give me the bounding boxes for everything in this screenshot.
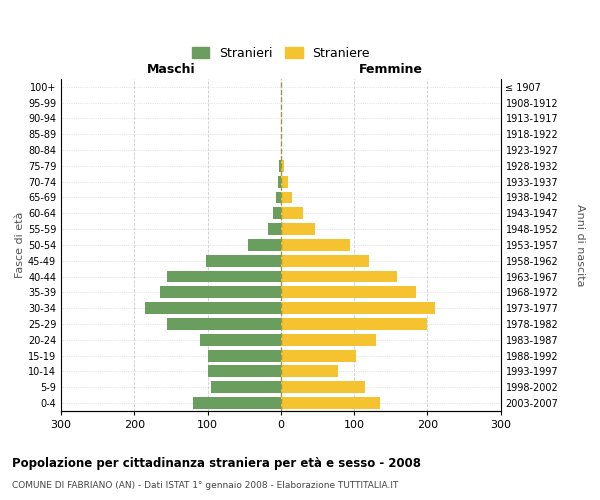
Bar	[281, 270, 397, 282]
Legend: Stranieri, Straniere: Stranieri, Straniere	[187, 42, 375, 65]
Bar	[273, 208, 281, 219]
Bar	[248, 239, 281, 251]
Text: Popolazione per cittadinanza straniera per età e sesso - 2008: Popolazione per cittadinanza straniera p…	[12, 458, 421, 470]
Text: COMUNE DI FABRIANO (AN) - Dati ISTAT 1° gennaio 2008 - Elaborazione TUTTITALIA.I: COMUNE DI FABRIANO (AN) - Dati ISTAT 1° …	[12, 481, 398, 490]
Bar	[281, 397, 380, 409]
Bar	[278, 176, 281, 188]
Bar	[160, 286, 281, 298]
Bar	[211, 382, 281, 393]
Bar	[193, 397, 281, 409]
Bar	[281, 350, 356, 362]
Bar	[281, 318, 427, 330]
Text: Maschi: Maschi	[146, 64, 195, 76]
Bar	[281, 208, 303, 219]
Y-axis label: Anni di nascita: Anni di nascita	[575, 204, 585, 286]
Bar	[167, 270, 281, 282]
Bar	[208, 350, 281, 362]
Text: Femmine: Femmine	[359, 64, 423, 76]
Bar	[281, 239, 350, 251]
Bar	[281, 366, 338, 378]
Bar	[280, 160, 281, 172]
Bar	[281, 176, 288, 188]
Bar	[200, 334, 281, 345]
Bar	[208, 366, 281, 378]
Bar	[281, 382, 365, 393]
Bar	[145, 302, 281, 314]
Bar	[281, 302, 434, 314]
Bar	[281, 334, 376, 345]
Y-axis label: Fasce di età: Fasce di età	[15, 212, 25, 278]
Bar	[167, 318, 281, 330]
Bar	[268, 223, 281, 235]
Bar	[281, 286, 416, 298]
Bar	[281, 192, 292, 203]
Bar	[281, 223, 315, 235]
Bar	[275, 192, 281, 203]
Bar	[281, 255, 369, 266]
Bar	[206, 255, 281, 266]
Bar	[281, 160, 284, 172]
